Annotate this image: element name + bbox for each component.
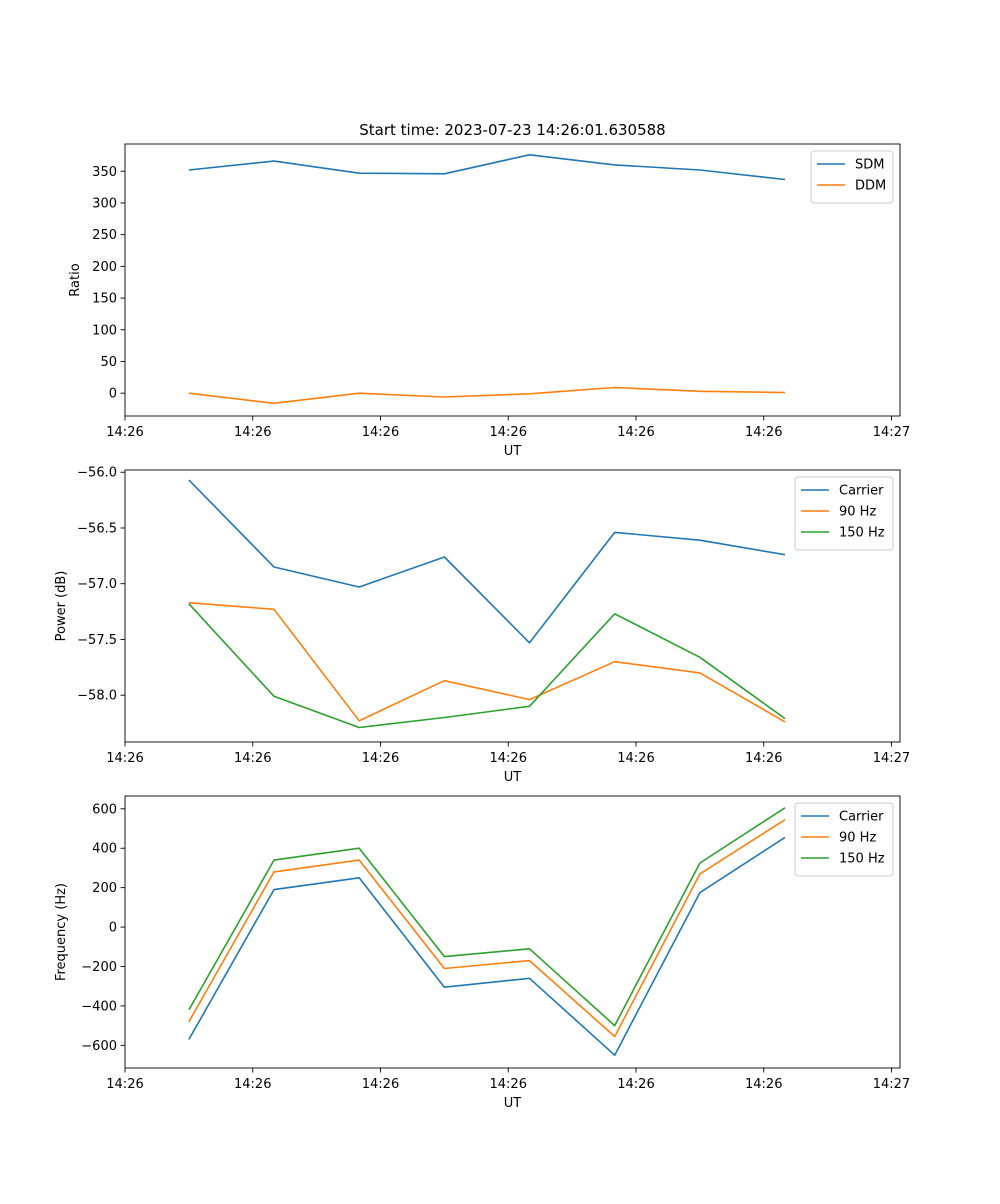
y-tick-label: −600 (81, 1039, 117, 1054)
x-tick-label: 14:26 (490, 751, 527, 766)
y-tick-label: 50 (100, 355, 117, 370)
x-tick-label: 14:26 (617, 425, 654, 440)
x-tick-label: 14:26 (617, 751, 654, 766)
x-tick-label: 14:26 (106, 425, 143, 440)
x-tick-label: 14:26 (745, 1077, 782, 1092)
legend-label-90-hz: 90 Hz (839, 505, 876, 520)
legend-label-sdm: SDM (855, 158, 884, 173)
subplot-1: Start time: 2023-07-23 14:26:01.630588 14… (68, 121, 910, 459)
x-tick-label: 14:26 (362, 751, 399, 766)
legend-label-carrier: Carrier (839, 810, 884, 825)
legend-label-150-hz: 150 Hz (839, 526, 885, 541)
y-tick-label: −57.0 (77, 577, 117, 592)
subplot-2: 14:26 14:26 14:26 14:26 14:26 14:26 14:27 −58.0… (54, 466, 910, 785)
y-tick-label: 100 (92, 323, 117, 338)
y-tick-label: 300 (92, 196, 117, 211)
y-tick-label: 200 (92, 260, 117, 275)
x-tick-label: 14:26 (234, 751, 271, 766)
subplot-3: 14:26 14:26 14:26 14:26 14:26 14:26 14:27 −600 −… (54, 795, 910, 1111)
series-line-150-hz (188, 603, 786, 729)
y-axis-label: Power (dB) (54, 571, 69, 642)
y-tick-label: −400 (81, 999, 117, 1014)
legend: Carrier 90 Hz 150 Hz (794, 802, 894, 877)
chart-title: Start time: 2023-07-23 14:26:01.630588 (359, 121, 665, 139)
x-axis-label: UT (504, 770, 522, 785)
axes-frame (124, 795, 901, 1069)
y-tick-label: 250 (92, 228, 117, 243)
x-tick-label: 14:26 (745, 425, 782, 440)
y-tick-label: 600 (92, 802, 117, 817)
legend-label-90-hz: 90 Hz (839, 831, 876, 846)
y-tick-label: −56.0 (77, 466, 117, 481)
x-tick-label: 14:27 (873, 751, 910, 766)
y-tick-label: −200 (81, 960, 117, 975)
x-tick-label: 14:26 (745, 751, 782, 766)
axes-frame (124, 469, 901, 743)
x-tick-label: 14:26 (362, 425, 399, 440)
series-line-90-hz (188, 819, 786, 1038)
x-tick-label: 14:26 (106, 751, 143, 766)
x-tick-label: 14:26 (106, 1077, 143, 1092)
y-tick-label: −56.5 (77, 521, 117, 536)
axes-frame (124, 143, 901, 417)
y-tick-label: 0 (109, 921, 117, 936)
legend-label-ddm: DDM (855, 179, 886, 194)
y-tick-label: −58.0 (77, 689, 117, 704)
legend-label-150-hz: 150 Hz (839, 852, 885, 867)
legend: SDM DDM (810, 150, 894, 204)
x-tick-label: 14:26 (234, 425, 271, 440)
y-tick-label: 400 (92, 842, 117, 857)
x-axis-label: UT (504, 1096, 522, 1111)
x-tick-label: 14:26 (490, 425, 527, 440)
series-line-150-hz (188, 807, 786, 1027)
y-axis-label: Frequency (Hz) (54, 883, 69, 981)
y-axis-label: Ratio (68, 263, 83, 296)
y-tick-label: 350 (92, 165, 117, 180)
x-tick-label: 14:26 (617, 1077, 654, 1092)
x-tick-label: 14:26 (362, 1077, 399, 1092)
x-tick-label: 14:26 (490, 1077, 527, 1092)
legend: Carrier 90 Hz 150 Hz (794, 476, 894, 551)
y-tick-label: 150 (92, 292, 117, 307)
series-line-sdm (188, 154, 786, 181)
y-tick-label: 0 (109, 387, 117, 402)
series-line-carrier (188, 836, 786, 1056)
x-tick-label: 14:27 (873, 425, 910, 440)
series-line-ddm (188, 386, 786, 405)
series-line-carrier (188, 479, 786, 644)
x-axis-label: UT (504, 444, 522, 459)
legend-label-carrier: Carrier (839, 484, 884, 499)
x-tick-label: 14:26 (234, 1077, 271, 1092)
y-tick-label: 200 (92, 881, 117, 896)
y-tick-label: −57.5 (77, 633, 117, 648)
series-line-90-hz (188, 601, 786, 723)
x-tick-label: 14:27 (873, 1077, 910, 1092)
